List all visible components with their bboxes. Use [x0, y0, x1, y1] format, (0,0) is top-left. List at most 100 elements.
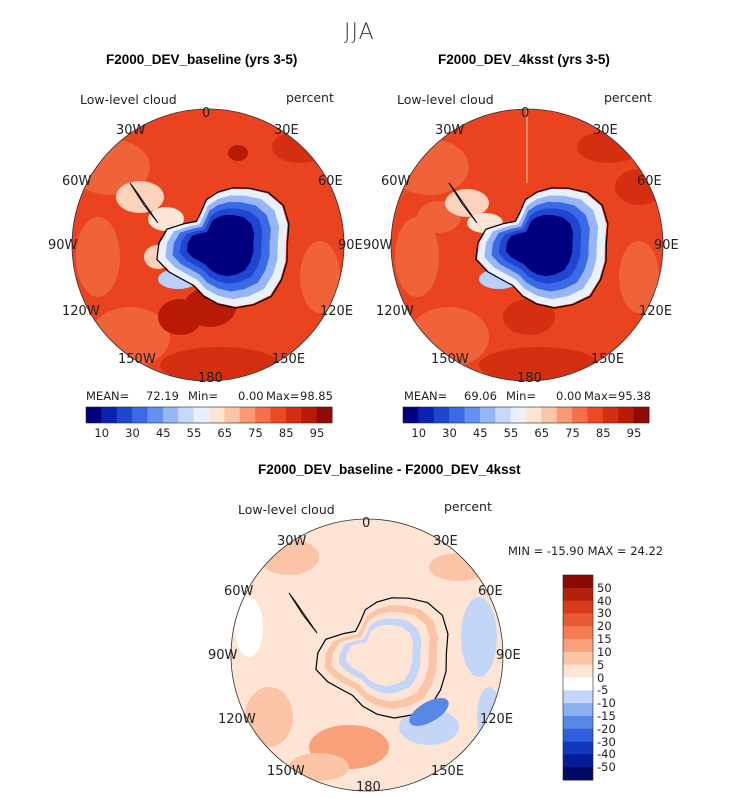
cloud-patch: [300, 241, 340, 313]
cloud-patch: [235, 597, 263, 657]
colorbar-tick-label: -20: [597, 721, 616, 736]
cloud-patch: [395, 217, 439, 297]
colorbar-segment: [449, 407, 465, 423]
antarctic-cloud-layer: [513, 221, 565, 269]
cloud-patch: [76, 217, 120, 297]
colorbar-tick-label: 15: [597, 632, 612, 647]
colorbar-segment: [178, 407, 195, 423]
cloud-patch: [445, 189, 489, 217]
colorbar-segment: [563, 664, 593, 678]
colorbar-segment: [418, 407, 435, 423]
colorbar-tick-label: 40: [597, 593, 612, 608]
map-boundary: [230, 518, 504, 792]
colorbar-segment: [510, 407, 527, 423]
colorbar-tick-label: 95: [626, 426, 642, 440]
panel3-lon-120w: 120W: [218, 712, 256, 727]
antarctic-cloud-layer: [353, 631, 405, 679]
panel3-lon-90w: 90W: [208, 648, 238, 663]
antarctica-coastline: [475, 187, 609, 309]
panel1-lon-150w: 150W: [118, 352, 156, 367]
colorbar-tick-label: -30: [597, 734, 616, 749]
panel2-polar-map: [390, 108, 664, 382]
cloud-patch: [503, 299, 555, 335]
negative-anomaly-patch: [409, 698, 449, 726]
colorbar-tick-label: 55: [503, 426, 519, 440]
antarctic-peninsula: [288, 592, 318, 634]
colorbar-segment: [86, 407, 102, 423]
panel2-lon-180: 180: [517, 371, 542, 386]
colorbar-segment: [563, 767, 593, 781]
panel1-units-label: percent: [286, 90, 334, 105]
colorbar-tick-label: 85: [278, 426, 294, 440]
colorbar-segment: [563, 677, 593, 691]
colorbar-tick-label: -50: [597, 760, 616, 775]
colorbar-tick-label: 10: [411, 426, 427, 440]
panel1-title: F2000_DEV_baseline (yrs 3-5): [106, 52, 298, 67]
colorbar-segment: [270, 407, 287, 423]
colorbar-frame: [562, 574, 594, 781]
colorbar-tick-label: 55: [186, 426, 202, 440]
panel1-mean-label: MEAN=: [86, 389, 130, 403]
map-boundary: [390, 108, 664, 382]
cloud-patch: [148, 207, 184, 231]
antarctica-coastline: [315, 597, 449, 719]
cloud-patch: [461, 597, 497, 677]
panel3-lon-120e: 120E: [480, 712, 514, 727]
colorbar-tick-label: 95: [309, 426, 325, 440]
panel1-mean-value: 72.19: [146, 389, 179, 403]
colorbar-segment: [563, 587, 593, 602]
colorbar-segment: [563, 754, 593, 768]
colorbar-tick-label: 30: [125, 426, 140, 440]
colorbar-segment: [301, 407, 318, 423]
panel2-units-label: percent: [604, 90, 652, 105]
colorbar-segment: [479, 407, 496, 423]
colorbar-tick-label: 65: [534, 426, 550, 440]
colorbar-tick-label: -40: [597, 747, 616, 762]
colorbar-tick-label: 75: [565, 426, 580, 440]
panel2-lon-90w: 90W: [363, 238, 393, 253]
panel3-lon-180: 180: [356, 780, 381, 795]
panel2-max-value: 95.38: [618, 389, 651, 403]
season-title: JJA: [344, 20, 375, 45]
colorbar-segment: [633, 407, 650, 423]
panel1-lon-180: 180: [198, 371, 223, 386]
colorbar-segment: [572, 407, 588, 423]
colorbar-segment: [563, 626, 593, 640]
panel2-min-value: 0.00: [556, 389, 582, 403]
cloud-patch: [158, 299, 202, 335]
panel1-lon-90e: 90E: [338, 238, 363, 253]
panel2-colorbar: [402, 406, 650, 424]
panel1-max-value: 98.85: [300, 389, 333, 403]
colorbar-segment: [563, 613, 593, 627]
colorbar-frame: [402, 406, 650, 424]
panel1-lon-90w: 90W: [48, 238, 78, 253]
panel1-lon-0: 0: [202, 106, 211, 121]
colorbar-tick-label: 10: [597, 644, 612, 659]
map-boundary: [71, 108, 345, 382]
colorbar-tick-label: 10: [94, 426, 110, 440]
colorbar-segment: [193, 407, 210, 423]
panel2-lon-60e: 60E: [637, 174, 662, 189]
colorbar-tick-label: -5: [597, 683, 609, 698]
panel3-lon-0: 0: [362, 516, 371, 531]
colorbar-tick-label: 20: [597, 619, 612, 634]
panel2-title: F2000_DEV_4ksst (yrs 3-5): [438, 52, 610, 67]
colorbar-segment: [556, 407, 573, 423]
panel2-mean-value: 69.06: [464, 389, 497, 403]
panel3-minmax: MIN = -15.90 MAX = 24.22: [508, 544, 664, 558]
panel3-lon-150e: 150E: [431, 764, 465, 779]
panel3-lon-60e: 60E: [478, 584, 503, 599]
panel1-min-value: 0.00: [238, 389, 264, 403]
cloud-patch: [429, 553, 489, 581]
panel1-lon-120e: 120E: [320, 304, 354, 319]
panel3-colorbar: [562, 574, 594, 781]
colorbar-segment: [618, 407, 635, 423]
panel3-lon-150w: 150W: [267, 764, 305, 779]
colorbar-segment: [116, 407, 133, 423]
panel3-polar-map: [230, 518, 504, 792]
antarctic-peninsula: [129, 182, 159, 224]
panel1-min-label: Min=: [188, 389, 219, 403]
panel2-lon-120w: 120W: [376, 304, 414, 319]
antarctic-peninsula: [448, 182, 478, 224]
antarctica-coastline: [156, 187, 290, 309]
